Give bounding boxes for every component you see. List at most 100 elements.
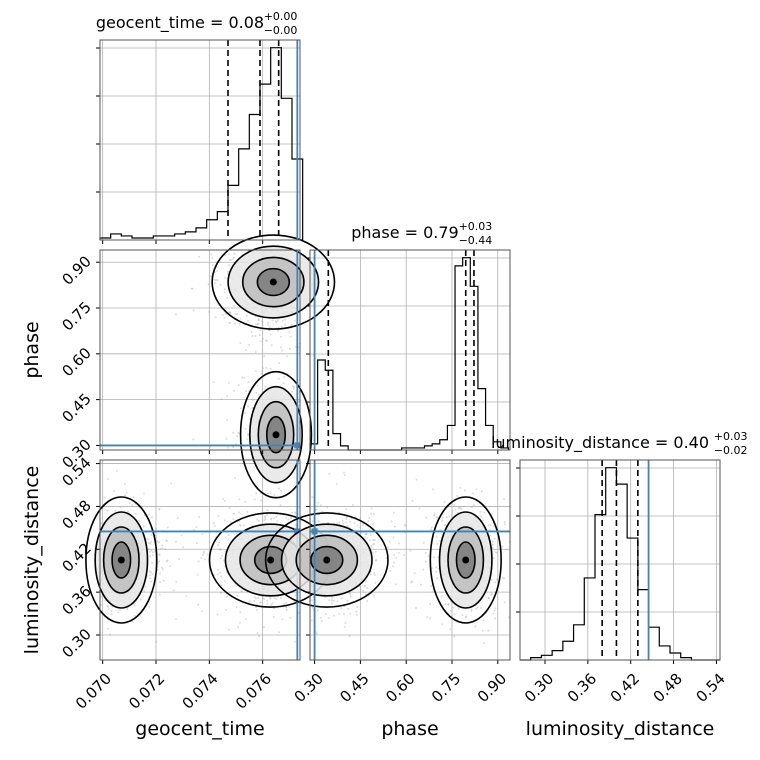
density-contour — [85, 496, 158, 624]
scatter-point — [254, 351, 257, 353]
density-contour — [239, 370, 313, 499]
scatter-point — [277, 329, 280, 332]
scatter-point — [228, 253, 231, 256]
scatter-point — [216, 278, 219, 281]
scatter-point — [254, 335, 257, 337]
scatter-point — [138, 519, 141, 522]
scatter-point — [373, 572, 376, 575]
scatter-point — [219, 548, 222, 551]
scatter-point — [441, 623, 444, 626]
scatter-point — [446, 516, 448, 519]
scatter-point — [487, 597, 490, 599]
scatter-point — [224, 276, 227, 279]
scatter-point — [166, 526, 169, 529]
scatter-point — [255, 323, 257, 326]
scatter-point — [263, 355, 266, 358]
scatter-point — [345, 518, 348, 520]
scatter-point — [482, 642, 485, 645]
scatter-point — [343, 625, 346, 628]
scatter-point — [431, 590, 434, 593]
scatter-point — [185, 594, 188, 597]
scatter-point — [232, 257, 234, 260]
scatter-point — [310, 619, 313, 622]
scatter-point — [125, 491, 128, 494]
scatter-point — [373, 574, 376, 576]
scatter-point — [256, 518, 259, 521]
scatter-point — [220, 554, 223, 557]
scatter-point — [372, 538, 375, 541]
scatter-point — [238, 524, 241, 527]
scatter-point — [148, 574, 151, 577]
scatter-point — [263, 516, 266, 519]
scatter-point — [284, 323, 287, 326]
scatter-point — [232, 518, 235, 521]
scatter-point — [109, 633, 112, 636]
scatter-point — [252, 399, 254, 401]
scatter-point — [158, 560, 161, 563]
scatter-point — [344, 621, 347, 624]
scatter-point — [257, 393, 260, 396]
scatter-point — [391, 565, 394, 568]
scatter-point — [115, 469, 118, 472]
y-axis-label-luminosity_distance: luminosity_distance — [21, 466, 43, 655]
scatter-point — [494, 581, 497, 584]
scatter-point — [267, 321, 270, 324]
scatter-point — [213, 522, 215, 524]
scatter-point — [133, 604, 136, 607]
scatter-point — [151, 561, 154, 564]
scatter-point — [263, 597, 266, 600]
scatter-point — [283, 375, 285, 378]
scatter-point — [256, 323, 259, 325]
scatter-point — [487, 629, 490, 632]
scatter-point — [362, 589, 365, 592]
scatter-point — [394, 583, 397, 586]
scatter-point — [213, 278, 216, 281]
scatter-point — [268, 326, 271, 329]
scatter-point — [356, 524, 359, 527]
scatter-point — [404, 523, 406, 526]
x-tick-label: 0.54 — [692, 670, 728, 706]
scatter-point — [223, 500, 226, 502]
scatter-point — [366, 600, 369, 602]
x-tick-label: 0.90 — [474, 670, 510, 706]
scatter-point — [280, 346, 282, 349]
x-tick-label: 0.070 — [72, 670, 115, 713]
scatter-point — [242, 524, 245, 527]
scatter-point — [278, 631, 281, 634]
scatter-point — [229, 521, 232, 524]
density-contour — [264, 512, 389, 608]
scatter-point — [453, 635, 456, 638]
scatter-point — [470, 506, 473, 509]
scatter-point — [239, 341, 242, 344]
scatter-point — [433, 514, 436, 517]
scatter-point — [269, 368, 272, 370]
scatter-point — [139, 598, 142, 601]
scatter-point — [284, 318, 287, 321]
scatter-point — [266, 513, 268, 516]
scatter-point — [182, 546, 185, 549]
scatter-point — [225, 437, 228, 440]
scatter-point — [239, 524, 242, 527]
scatter-point — [164, 548, 166, 551]
scatter-point — [144, 585, 147, 588]
scatter-point — [247, 381, 250, 383]
scatter-point — [246, 434, 249, 437]
scatter-point — [265, 339, 267, 342]
scatter-point — [124, 483, 126, 486]
scatter-point — [273, 597, 276, 600]
scatter-point — [370, 546, 373, 549]
scatter-point — [161, 568, 164, 571]
scatter-point — [225, 595, 228, 598]
scatter-point — [370, 544, 373, 547]
scatter-point — [253, 600, 256, 603]
scatter-point — [430, 567, 433, 569]
scatter-point — [235, 606, 238, 609]
scatter-point — [436, 542, 439, 545]
scatter-point — [483, 511, 486, 514]
scatter-point — [347, 607, 350, 610]
scatter-point — [366, 587, 369, 590]
scatter-point — [503, 521, 506, 523]
scatter-point — [264, 518, 267, 521]
scatter-point — [319, 504, 322, 507]
scatter-point — [255, 370, 258, 373]
